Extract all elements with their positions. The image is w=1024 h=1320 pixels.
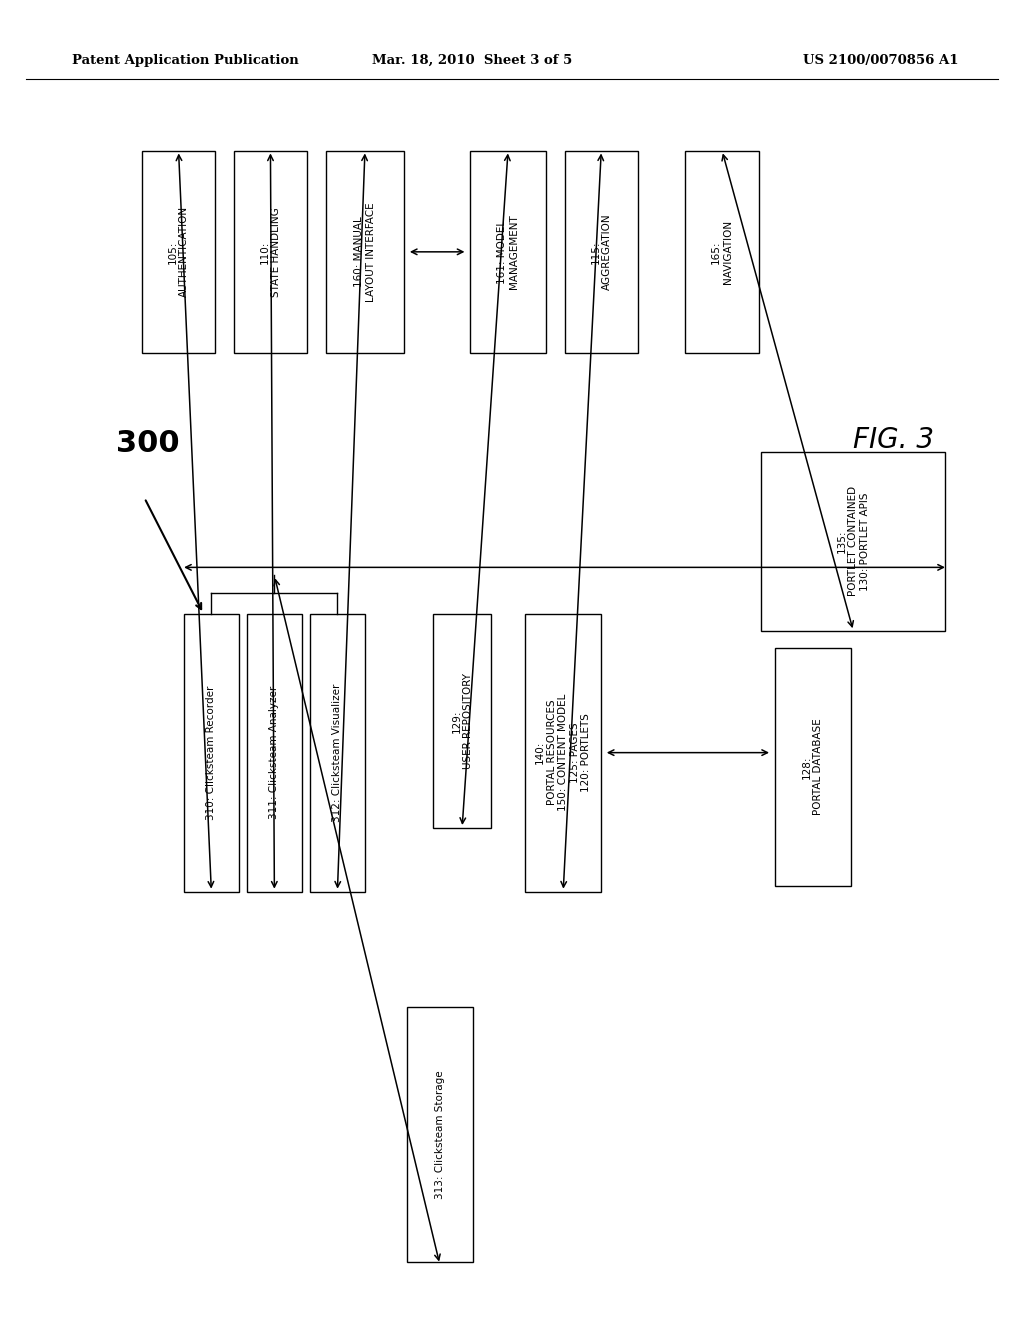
Text: 105:
AUTHENTICATION: 105: AUTHENTICATION xyxy=(168,206,189,297)
Bar xyxy=(233,150,307,354)
Bar xyxy=(247,614,302,891)
Text: 129:
USER REPOSITORY: 129: USER REPOSITORY xyxy=(452,673,473,768)
Text: US 2100/0070856 A1: US 2100/0070856 A1 xyxy=(803,54,958,67)
Text: 128:
PORTAL DATABASE: 128: PORTAL DATABASE xyxy=(802,718,823,816)
Text: 160: MANUAL
LAYOUT INTERFACE: 160: MANUAL LAYOUT INTERFACE xyxy=(354,202,376,302)
Text: Mar. 18, 2010  Sheet 3 of 5: Mar. 18, 2010 Sheet 3 of 5 xyxy=(373,54,572,67)
Bar xyxy=(564,150,638,354)
Text: 300: 300 xyxy=(116,429,179,458)
Text: 115:
AGGREGATION: 115: AGGREGATION xyxy=(591,214,612,290)
Bar xyxy=(774,648,851,886)
Bar xyxy=(326,150,404,354)
Bar xyxy=(433,614,490,828)
Text: FIG. 3: FIG. 3 xyxy=(853,426,934,454)
Text: 311: Clicksteam Analyzer: 311: Clicksteam Analyzer xyxy=(269,686,280,820)
Text: 135:
PORTLET CONTAINED
130: PORTLET APIS: 135: PORTLET CONTAINED 130: PORTLET APIS xyxy=(837,486,870,597)
Text: 165:
NAVIGATION: 165: NAVIGATION xyxy=(712,219,733,284)
Text: 140:
PORTAL RESOURCES
150: CONTENT MODEL
125: PAGES
120: PORTLETS: 140: PORTAL RESOURCES 150: CONTENT MODEL… xyxy=(535,694,592,812)
Bar xyxy=(762,451,945,631)
Bar xyxy=(685,150,759,354)
Bar xyxy=(183,614,239,891)
Text: 161: MODEL
MANAGEMENT: 161: MODEL MANAGEMENT xyxy=(498,214,519,289)
Bar xyxy=(525,614,601,891)
Text: 312: Clicksteam Visualizer: 312: Clicksteam Visualizer xyxy=(333,684,342,822)
Text: 310: Clicksteam Recorder: 310: Clicksteam Recorder xyxy=(207,685,216,820)
Text: 110:
STATE HANDLING: 110: STATE HANDLING xyxy=(260,207,282,297)
Text: 313: Clicksteam Storage: 313: Clicksteam Storage xyxy=(435,1071,444,1199)
Text: Patent Application Publication: Patent Application Publication xyxy=(73,54,299,67)
Bar xyxy=(407,1007,473,1262)
Bar xyxy=(141,150,215,354)
Bar xyxy=(470,150,546,354)
Bar xyxy=(310,614,365,891)
